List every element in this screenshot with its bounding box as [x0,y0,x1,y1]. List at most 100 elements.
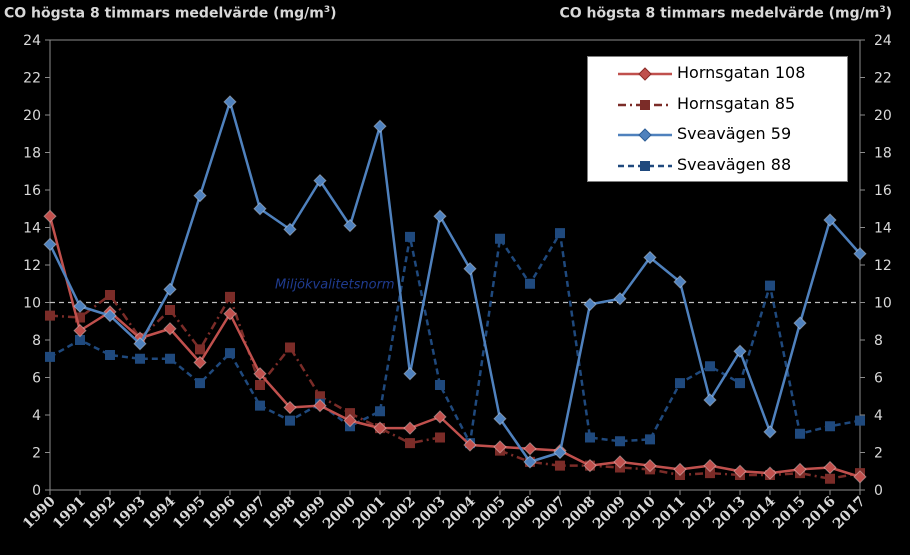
data-point-sveavagen-59 [43,237,57,252]
data-point-hornsgatan-85 [285,342,295,353]
data-point-hornsgatan-85 [225,291,235,302]
x-tick-label: 2008 [560,494,599,533]
data-point-hornsgatan-108 [223,307,237,321]
data-point-hornsgatan-108 [853,470,867,484]
data-point-sveavagen-59 [133,337,147,351]
y-right-tick-label: 22 [874,71,892,87]
data-point-hornsgatan-85 [195,344,205,355]
data-point-hornsgatan-85 [555,460,565,471]
data-point-sveavagen-59 [403,367,417,381]
data-point-hornsgatan-85 [435,432,445,443]
data-point-hornsgatan-85 [705,468,715,479]
data-point-hornsgatan-108 [523,442,537,456]
data-point-hornsgatan-108 [283,400,297,415]
series-line-hornsgatan-85 [49,293,441,445]
x-tick-label: 2000 [320,493,359,532]
data-point-sveavagen-59 [73,299,87,313]
x-tick-label: 2017 [830,494,869,533]
data-point-sveavagen-88 [555,228,565,239]
x-tick-label: 2010 [620,493,659,532]
x-tick-label: 2016 [800,494,839,533]
legend-item-sveavagen-59: Sveavägen 59 [588,120,847,150]
legend-swatch-hornsgatan-108 [618,67,672,81]
data-point-sveavagen-59 [433,209,447,223]
legend-label-sveavagen-59: Sveavägen 59 [677,124,792,143]
x-tick-label: 2005 [470,494,509,533]
data-point-sveavagen-88 [735,378,745,389]
data-point-sveavagen-59 [493,412,507,426]
data-point-sveavagen-59 [313,173,327,188]
y-axis-right-title-unit: 3 [879,5,886,15]
x-tick-label: 1991 [50,494,89,533]
data-point-sveavagen-88 [165,353,175,364]
x-tick-label: 1992 [80,494,119,533]
x-tick-label: 2013 [710,494,749,533]
y-left-tick-label: 20 [23,108,41,124]
y-right-tick-label: 8 [874,333,883,349]
x-tick-label: 1990 [20,493,59,532]
y-left-tick-label: 12 [23,258,41,274]
data-point-hornsgatan-85 [105,290,115,300]
data-point-sveavagen-88 [645,434,655,445]
data-point-sveavagen-59 [283,222,297,237]
x-tick-label: 1996 [200,494,239,533]
legend-item-sveavagen-88: Sveavägen 88 [588,151,847,181]
series-line-sveavagen-59 [48,100,861,464]
data-point-sveavagen-59 [373,119,387,133]
data-point-hornsgatan-108 [703,458,717,473]
y-right-tick-label: 2 [874,446,883,462]
data-point-hornsgatan-108 [493,440,507,454]
y-left-tick-label: 18 [23,146,41,162]
data-point-hornsgatan-108 [433,410,447,424]
legend-label-sveavagen-88: Sveavägen 88 [677,155,792,174]
data-point-sveavagen-59 [673,275,687,289]
y-right-tick-label: 6 [874,371,883,387]
x-tick-label: 2015 [770,494,809,533]
reference-line: Miljökvalitetsnorm [50,278,860,304]
y-left-tick-label: 6 [32,371,41,387]
x-tick-label: 1994 [140,493,179,532]
data-point-sveavagen-59 [463,262,477,276]
y-right-tick-label: 18 [874,146,892,162]
y-left-tick-label: 14 [23,221,41,237]
y-left-tick-label: 0 [32,483,41,499]
data-point-hornsgatan-85 [75,312,85,323]
data-point-sveavagen-88 [255,400,265,411]
data-point-hornsgatan-108 [463,438,477,452]
x-tick-label: 2002 [380,494,419,533]
data-point-hornsgatan-108 [673,462,687,477]
data-point-hornsgatan-108 [43,209,57,223]
data-point-sveavagen-88 [795,428,805,439]
y-axis-right-title: CO högsta 8 timmars medelvärde (mg/m3) [560,5,893,22]
data-point-hornsgatan-85 [165,305,175,315]
x-tick-label: 2001 [350,494,389,533]
series-sveavagen-59 [43,95,867,469]
data-point-hornsgatan-108 [643,458,657,473]
data-point-sveavagen-59 [583,297,597,312]
data-point-sveavagen-59 [253,202,267,216]
data-point-sveavagen-59 [163,282,177,297]
y-left-tick-label: 22 [23,71,41,87]
data-point-hornsgatan-108 [733,464,747,478]
data-point-sveavagen-88 [375,406,385,417]
data-point-sveavagen-88 [855,415,865,426]
data-point-sveavagen-59 [613,292,627,306]
series-hornsgatan-108 [43,209,867,484]
data-point-sveavagen-88 [525,278,535,289]
data-point-hornsgatan-108 [763,466,777,480]
data-point-hornsgatan-108 [823,460,837,475]
data-point-sveavagen-59 [703,393,717,407]
data-point-sveavagen-88 [825,421,835,432]
data-point-sveavagen-88 [765,280,775,291]
y-axis-right-title-close: ) [885,5,892,22]
x-tick-label: 1995 [170,494,209,533]
data-point-hornsgatan-108 [343,413,357,428]
y-right-tick-label: 10 [874,296,892,312]
data-point-sveavagen-59 [823,213,837,227]
y-left-tick-label: 8 [32,333,41,349]
data-point-sveavagen-59 [103,308,117,323]
data-point-hornsgatan-85 [45,310,55,321]
y-right-tick-label: 20 [874,108,892,124]
y-right-tick-label: 16 [874,183,892,199]
